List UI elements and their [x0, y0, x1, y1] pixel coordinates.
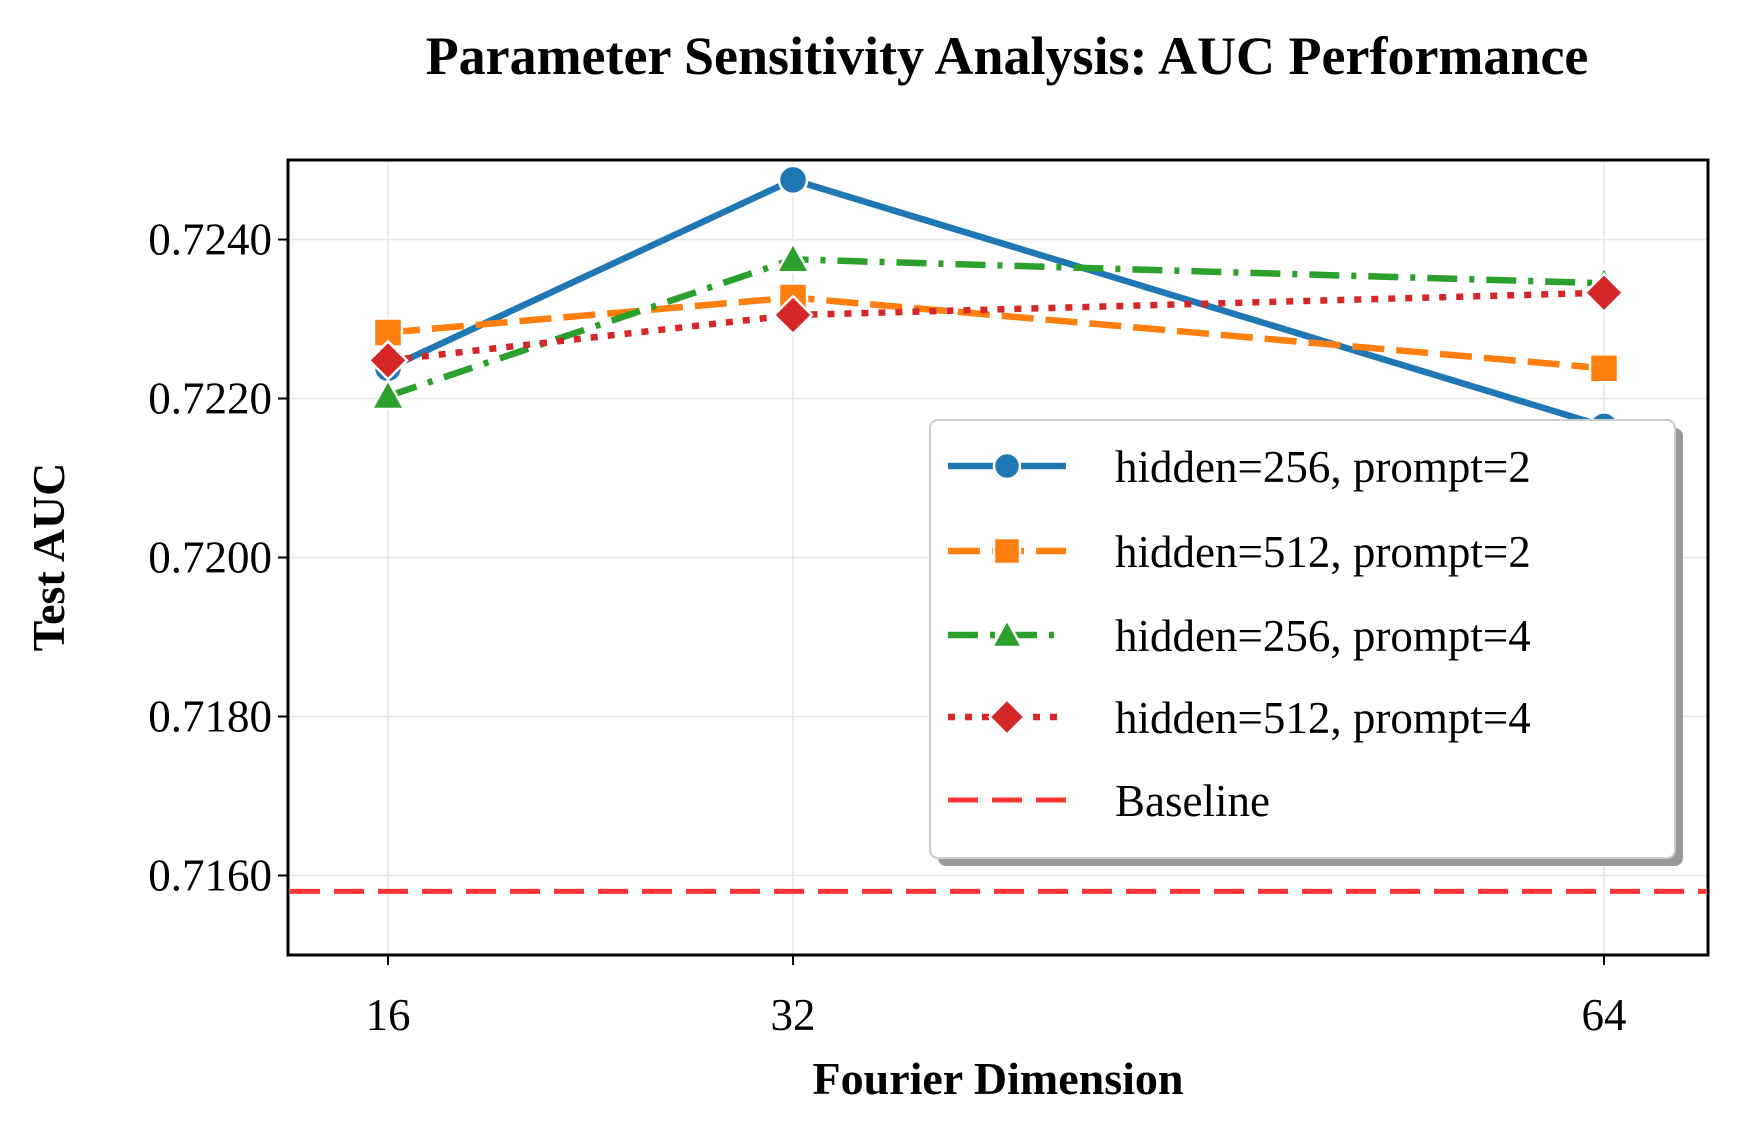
y-tick-label: 0.7160 [148, 851, 272, 901]
marker-square [992, 536, 1022, 566]
x-axis-ticks: 16 32 64 [366, 955, 1627, 1040]
legend-label: hidden=512, prompt=4 [1115, 693, 1531, 743]
marker-triangle [369, 377, 407, 411]
marker-square [1588, 353, 1620, 384]
marker-diamond [987, 697, 1027, 737]
chart-title: Parameter Sensitivity Analysis: AUC Perf… [426, 26, 1589, 86]
legend-box [929, 419, 1676, 859]
y-axis-ticks: 0.7160 0.7180 0.7200 0.7220 0.7240 [148, 215, 288, 901]
marker-diamond [1583, 272, 1625, 314]
series-line [386, 176, 1605, 430]
y-tick-label: 0.7200 [148, 533, 272, 583]
legend-label: hidden=512, prompt=2 [1115, 527, 1531, 577]
series-2 [372, 282, 1620, 384]
marker-circle [777, 164, 809, 196]
legend-label: Baseline [1115, 776, 1270, 826]
x-tick-label: 32 [771, 990, 816, 1040]
legend-entry-4: hidden=512, prompt=4 [948, 693, 1531, 743]
legend-entry-1: hidden=256, prompt=2 [948, 442, 1531, 492]
marker-diamond [367, 339, 409, 382]
y-tick-label: 0.7220 [148, 374, 272, 424]
legend-entry-2: hidden=512, prompt=2 [948, 527, 1531, 577]
marker-triangle [989, 617, 1025, 649]
marker-triangle [774, 240, 812, 274]
legend-entry-baseline: Baseline [948, 776, 1270, 826]
series-layer [367, 164, 1625, 442]
legend-label: hidden=256, prompt=4 [1115, 611, 1531, 661]
legend-entry-3: hidden=256, prompt=4 [948, 611, 1531, 661]
series-3 [369, 240, 1623, 411]
x-tick-label: 64 [1582, 990, 1627, 1040]
x-axis-label: Fourier Dimension [813, 1053, 1184, 1104]
y-tick-label: 0.7240 [148, 215, 272, 265]
y-tick-label: 0.7180 [148, 692, 272, 742]
y-axis-label: Test AUC [23, 463, 74, 652]
legend-label: hidden=256, prompt=2 [1115, 442, 1531, 492]
marker-circle [992, 451, 1022, 481]
marker-diamond [772, 294, 814, 336]
series-4 [367, 272, 1625, 382]
legend: hidden=256, prompt=2 hidden=512, prompt=2… [929, 419, 1683, 866]
x-tick-label: 16 [366, 990, 411, 1040]
